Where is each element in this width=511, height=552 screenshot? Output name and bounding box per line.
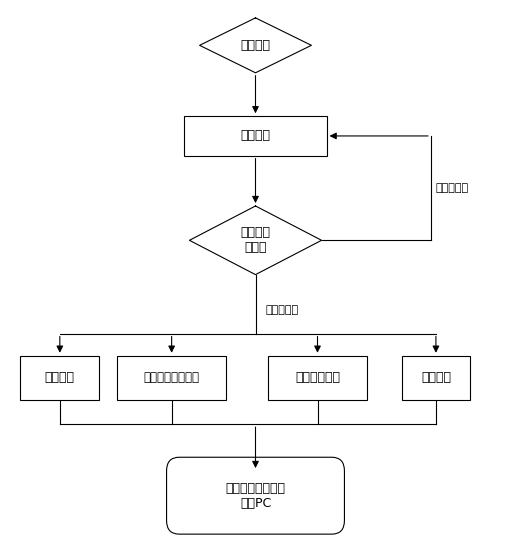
Text: 结束测量发结束命
令到PC: 结束测量发结束命 令到PC [225,482,286,509]
Text: 等待命令: 等待命令 [241,130,270,142]
FancyBboxPatch shape [167,457,344,534]
Text: 磁化曲线测量: 磁化曲线测量 [295,371,340,384]
FancyBboxPatch shape [20,355,99,400]
Polygon shape [190,206,321,275]
FancyBboxPatch shape [184,116,327,156]
Text: 变比测量: 变比测量 [421,371,451,384]
Polygon shape [200,18,311,73]
FancyBboxPatch shape [268,355,367,400]
FancyBboxPatch shape [402,355,470,400]
Text: 接收到命令: 接收到命令 [266,305,299,315]
Text: 接收命令
并判断: 接收命令 并判断 [241,226,270,254]
Text: 没有接收到: 没有接收到 [436,183,469,193]
Text: 负载测量: 负载测量 [45,371,75,384]
Text: 电阻测量（直流）: 电阻测量（直流） [144,371,200,384]
Text: 上电复位: 上电复位 [241,39,270,52]
FancyBboxPatch shape [117,355,226,400]
